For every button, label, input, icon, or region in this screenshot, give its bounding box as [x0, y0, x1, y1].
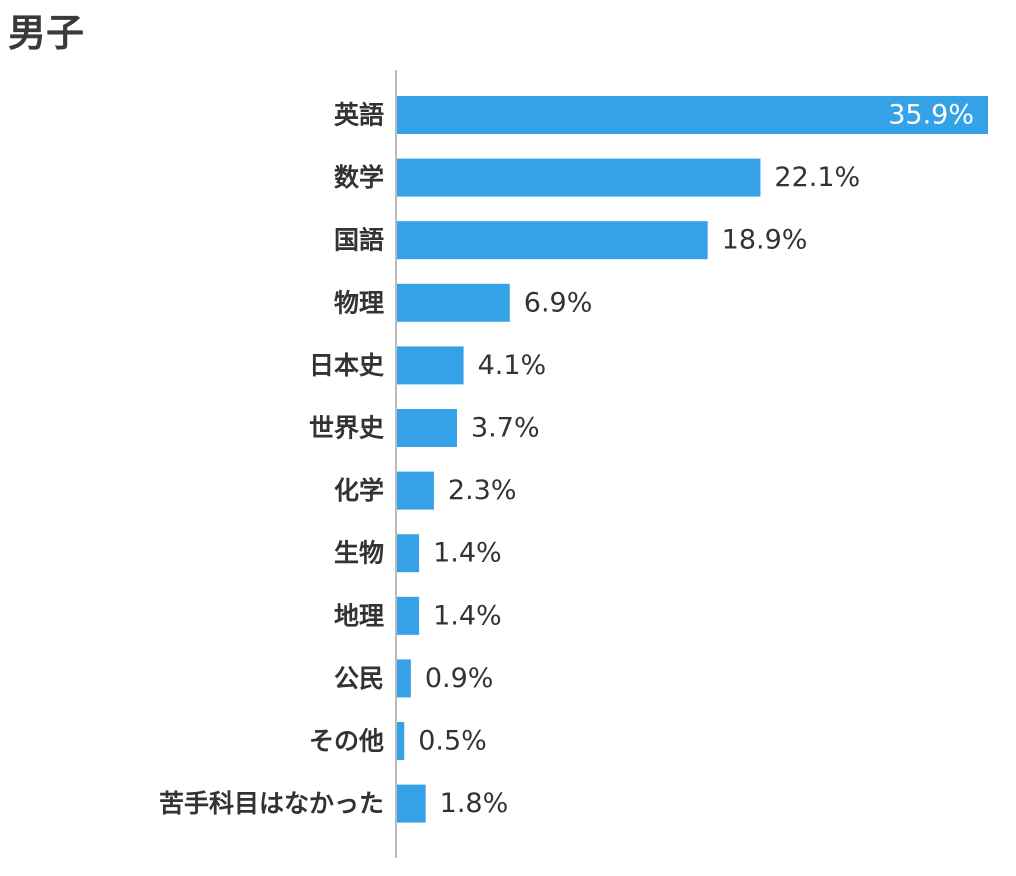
category-label-4: 日本史	[309, 351, 385, 380]
value-label-8: 1.4%	[433, 600, 502, 631]
bar-2	[396, 221, 708, 260]
bar-6	[396, 471, 434, 510]
bars-group: 英語 35.9% 数学 22.1% 国語 18.9% 物理 6.9% 日本史 4.1% 世界史 3.7…	[159, 96, 988, 823]
bar-4	[396, 346, 464, 385]
category-label-11: 苦手科目はなかった	[159, 789, 384, 818]
bar-10	[396, 722, 405, 760]
category-label-10: その他	[309, 727, 384, 756]
category-label-9: 公民	[334, 664, 384, 693]
value-label-9: 0.9%	[425, 663, 494, 694]
bar-3	[396, 283, 510, 322]
value-label-7: 1.4%	[433, 538, 502, 569]
value-label-5: 3.7%	[471, 413, 540, 444]
category-label-6: 化学	[334, 476, 384, 505]
value-label-10: 0.5%	[418, 726, 487, 757]
chart-title: 男子	[8, 11, 85, 55]
value-label-6: 2.3%	[448, 475, 517, 506]
category-label-3: 物理	[334, 288, 384, 317]
category-label-7: 生物	[334, 539, 384, 568]
value-label-0: 35.9%	[888, 100, 974, 131]
category-label-2: 国語	[334, 226, 384, 255]
value-label-11: 1.8%	[440, 788, 509, 819]
value-label-1: 22.1%	[774, 162, 860, 193]
value-label-3: 6.9%	[524, 287, 593, 318]
category-label-8: 地理	[334, 601, 384, 630]
value-label-2: 18.9%	[722, 225, 808, 256]
bar-1	[396, 158, 761, 197]
category-label-1: 数学	[334, 163, 384, 192]
bar-9	[396, 659, 411, 698]
category-label-0: 英語	[334, 101, 384, 130]
category-label-5: 世界史	[309, 414, 385, 443]
bar-11	[396, 784, 426, 823]
bar-0	[396, 96, 988, 134]
bar-5	[396, 409, 458, 447]
value-label-4: 4.1%	[478, 350, 547, 381]
bar-8	[396, 596, 420, 635]
bar-7	[396, 534, 420, 573]
